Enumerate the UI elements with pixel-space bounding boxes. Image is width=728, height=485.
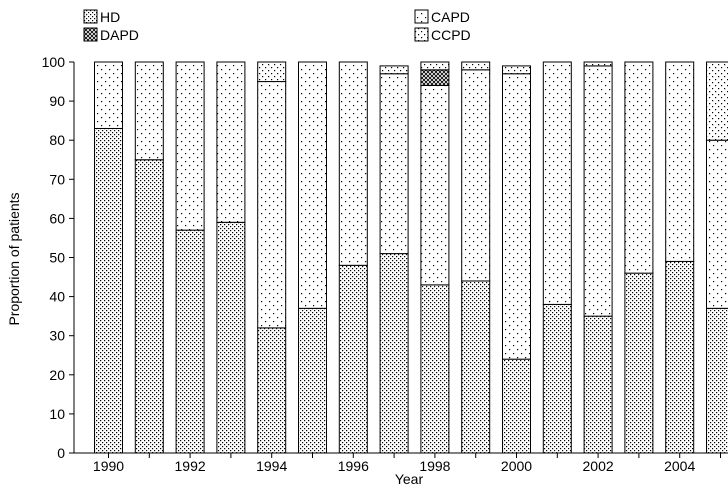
y-tick-label-90: 90	[49, 93, 65, 109]
bar-2002-capd	[583, 65, 613, 317]
bar-1997-capd	[379, 73, 409, 255]
bar-1994-capd	[257, 81, 287, 329]
legend-label-hd: HD	[100, 9, 120, 25]
x-tick-label-1994: 1994	[256, 458, 287, 474]
bar-1991-hd	[134, 159, 164, 454]
bar-2005-hd	[706, 307, 728, 454]
y-axis-label: Proportion of patients	[6, 192, 22, 325]
y-tick-label-20: 20	[49, 367, 65, 383]
bar-2004-capd	[665, 61, 695, 262]
bar-1998-dapd	[420, 69, 450, 86]
y-tick-label-100: 100	[42, 54, 66, 70]
x-axis-label: Year	[395, 471, 424, 485]
bar-1996-capd	[338, 61, 368, 266]
bar-1998-ccpd	[420, 61, 450, 71]
legend-swatch-capd	[414, 9, 429, 24]
y-tick-label-60: 60	[49, 210, 65, 226]
bar-1996-hd	[338, 264, 368, 454]
bar-1999-hd	[461, 280, 491, 454]
bar-2005-ccpd	[706, 61, 728, 141]
y-tick-label-70: 70	[49, 171, 65, 187]
bar-1990-capd	[94, 61, 123, 129]
bar-2000-hd	[502, 358, 531, 454]
x-tick-label-1996: 1996	[338, 458, 369, 474]
bar-1999-ccpd	[461, 61, 491, 71]
bar-1997-hd	[379, 253, 409, 454]
bar-1998-capd	[420, 84, 450, 286]
x-tick-label-2002: 2002	[583, 458, 614, 474]
legend-label-dapd: DAPD	[100, 27, 139, 43]
bar-1995-capd	[298, 61, 327, 309]
bar-2000-ccpd	[502, 65, 531, 75]
x-tick-label-2000: 2000	[501, 458, 532, 474]
legend-swatch-ccpd	[414, 27, 429, 42]
x-tick-label-1992: 1992	[175, 458, 206, 474]
legend-label-ccpd: CCPD	[431, 27, 471, 43]
bar-1999-capd	[461, 69, 491, 282]
legend-label-capd: CAPD	[431, 9, 470, 25]
bar-2004-hd	[665, 260, 695, 454]
bar-1990-hd	[94, 127, 123, 454]
bar-1992-capd	[175, 61, 205, 231]
x-tick-label-1990: 1990	[93, 458, 124, 474]
bar-1993-capd	[216, 61, 246, 223]
y-tick-label-10: 10	[49, 406, 65, 422]
bar-2005-capd	[706, 139, 728, 309]
bar-1997-ccpd	[379, 65, 409, 75]
bar-2002-ccpd	[583, 61, 613, 67]
bar-2003-hd	[624, 272, 654, 454]
x-tick-label-1998: 1998	[419, 458, 450, 474]
x-tick-label-2004: 2004	[664, 458, 695, 474]
axes: 0 10 20 30 40 50 60 70 80 90 100 1990 1992 1994 1996 19…	[42, 54, 728, 474]
bars-layer	[94, 61, 728, 454]
bar-2003-capd	[624, 61, 654, 274]
bar-2001-capd	[542, 61, 572, 305]
y-tick-label-80: 80	[49, 132, 65, 148]
bar-1992-hd	[175, 229, 205, 454]
legend-swatch-dapd	[83, 27, 98, 42]
bar-1998-hd	[420, 284, 450, 454]
bar-1995-hd	[298, 307, 327, 454]
legend: HD CAPD DAPD CCPD	[83, 9, 471, 43]
bar-2000-capd	[502, 73, 531, 360]
bar-2001-hd	[542, 303, 572, 454]
bar-1994-ccpd	[257, 61, 287, 83]
y-tick-label-0: 0	[57, 445, 65, 461]
y-tick-label-30: 30	[49, 328, 65, 344]
y-tick-label-50: 50	[49, 250, 65, 266]
bar-1991-capd	[134, 61, 164, 161]
y-tick-label-40: 40	[49, 289, 65, 305]
bar-2002-hd	[583, 315, 613, 454]
bar-1994-hd	[257, 327, 287, 454]
legend-swatch-hd	[83, 9, 98, 24]
bar-1993-hd	[216, 221, 246, 454]
